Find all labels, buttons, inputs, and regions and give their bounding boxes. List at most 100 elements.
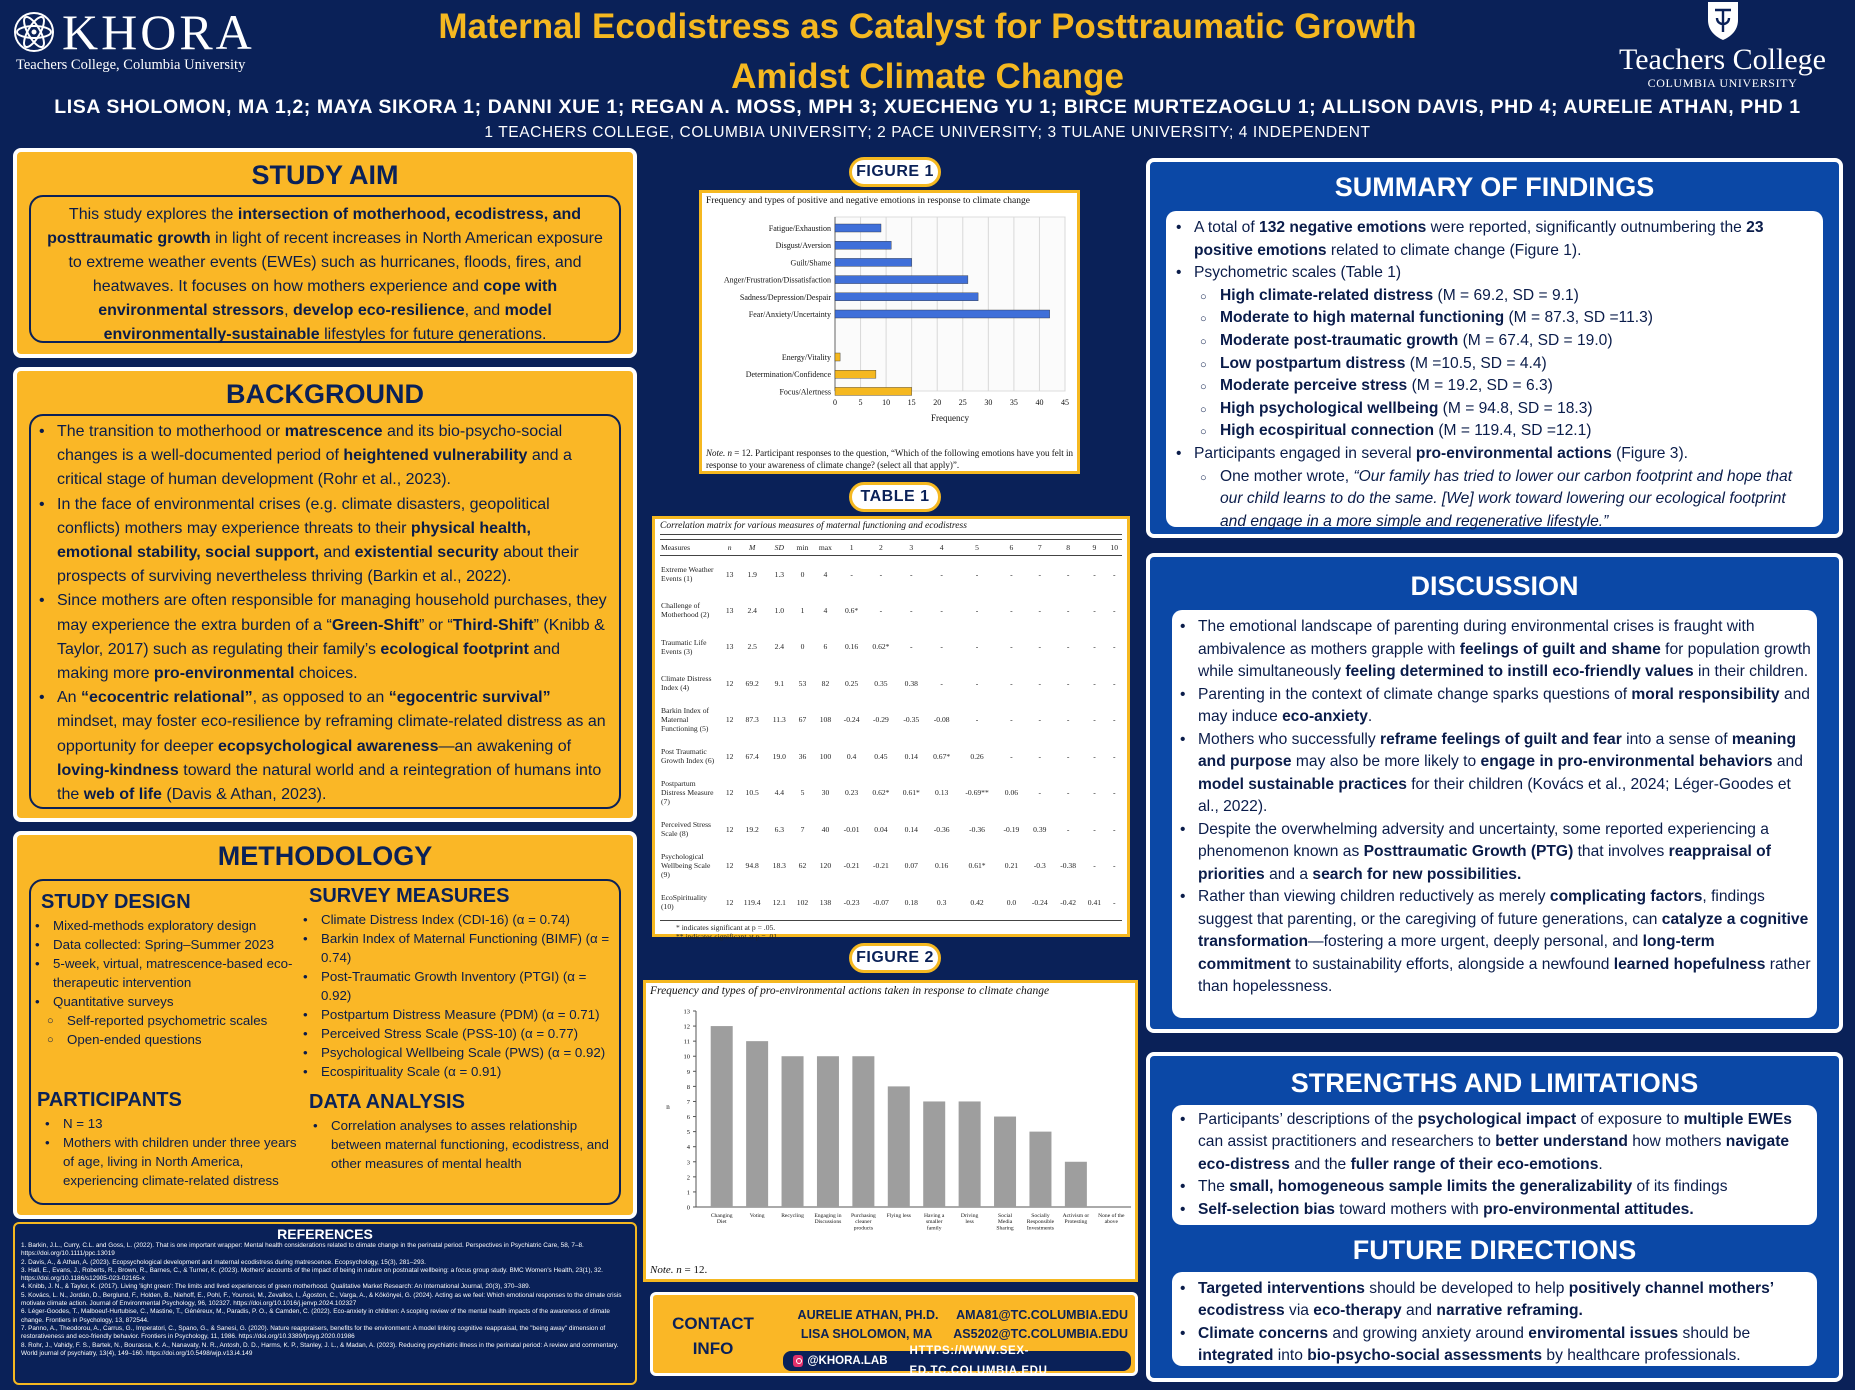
table-cell: 0.39 — [1033, 824, 1047, 834]
tick-label: 0 — [687, 1205, 690, 1212]
scale-item: Moderate perceive stress (M = 19.2, SD =… — [1194, 375, 1815, 398]
list-item: Targeted interventions should be develop… — [1172, 1278, 1811, 1323]
table-cell: - — [1066, 751, 1070, 761]
table-cell: -0.01 — [843, 824, 860, 834]
bar — [1029, 1131, 1052, 1207]
table-cell: 12 — [725, 678, 734, 688]
methodology-panel: METHODOLOGY STUDY DESIGN Mixed-methods e… — [13, 831, 637, 1219]
table-cell: - — [1038, 788, 1042, 798]
tick-label: 8 — [687, 1084, 690, 1091]
bar — [834, 352, 841, 362]
table-cell: - — [1113, 861, 1116, 871]
table-cell: 0.14 — [904, 751, 918, 761]
measure-label: Psychological Wellbeing Scale (9) — [661, 852, 711, 880]
table-cell: 0.16 — [935, 861, 949, 871]
study-aim-panel: STUDY AIM This study explores the inters… — [13, 148, 637, 358]
table-cell: -0.07 — [865, 884, 897, 921]
table-cell: -0.08 — [933, 715, 950, 725]
table-cell: 0.18 — [896, 884, 927, 921]
list-item: Participants engaged in several pro-envi… — [1168, 443, 1815, 466]
future-heading: FUTURE DIRECTIONS — [1352, 1235, 1637, 1265]
bar — [1064, 1161, 1087, 1207]
website-link[interactable]: HTTPS://WWW.SEX-ED.TC.COLUMBIA.EDU — [909, 1345, 1048, 1377]
bar — [816, 1056, 839, 1207]
bar — [852, 1056, 875, 1207]
summary-heading: SUMMARY OF FINDINGS — [1334, 172, 1655, 202]
table-cell: 62 — [798, 861, 807, 871]
background-panel: BACKGROUND The transition to motherhood … — [13, 367, 637, 822]
table-cell: 30 — [821, 788, 830, 798]
tick-label: 13 — [684, 1009, 691, 1016]
table-cell: 0.0 — [997, 884, 1026, 921]
table-header-cell: 5 — [956, 539, 998, 556]
category-label: Engaging in Discussions — [814, 1213, 841, 1225]
table-cell: - — [940, 642, 943, 652]
contact-email[interactable]: AMA81@TC.COLUMBIA.EDU — [956, 1308, 1128, 1322]
table-cell: 12 — [725, 751, 734, 761]
table-header-cell: M — [737, 539, 768, 556]
bar — [834, 369, 877, 379]
table1-box: Correlation matrix for various measures … — [652, 516, 1130, 941]
table-cell: 9.1 — [774, 678, 785, 688]
poster-title: Maternal Ecodistress as Catalyst for Pos… — [438, 7, 1417, 96]
bar — [710, 1026, 733, 1207]
table-cell: 0.21 — [1004, 861, 1019, 871]
tick-label: 5 — [687, 1129, 690, 1136]
scale-item: High ecospiritual connection (M = 119.4,… — [1194, 420, 1815, 443]
scale-item: High psychological wellbeing (M = 94.8, … — [1194, 398, 1815, 421]
list-item: Climate concerns and growing anxiety aro… — [1172, 1323, 1811, 1368]
references-panel: REFERENCES 1. Barkin, J.L., Curry, C.L. … — [13, 1222, 637, 1385]
methodology-content: STUDY DESIGN Mixed-methods exploratory d… — [29, 879, 621, 1205]
tick-label: 35 — [1010, 398, 1018, 407]
table-row: EcoSpirituality (10) 12 119.4 12.1 102 138 -0.… — [660, 884, 1122, 921]
tick-label: 4 — [687, 1144, 691, 1151]
table-cell: 138 — [813, 884, 838, 921]
table-cell: - — [1010, 605, 1013, 615]
table-cell: 108 — [819, 715, 832, 725]
table-cell: - — [1010, 678, 1013, 688]
table-cell: 19.2 — [745, 824, 759, 834]
contact-email[interactable]: AS5202@TC.COLUMBIA.EDU — [953, 1327, 1128, 1341]
list-item: A total of 132 negative emotions were re… — [1168, 217, 1815, 262]
category-label: Voting — [750, 1213, 765, 1219]
bar — [958, 1101, 981, 1207]
table-cell: -0.24 — [1025, 884, 1054, 921]
measure-label: Barkin Index of Maternal Functioning (5) — [661, 706, 710, 734]
scale-item: Moderate to high maternal functioning (M… — [1194, 307, 1815, 330]
instagram-handle[interactable]: @KHORA.LAB — [807, 1355, 888, 1367]
contact-panel: CONTACT INFO AURELIE ATHAN, PH.D. AMA81@T… — [650, 1292, 1138, 1377]
tick-label: 12 — [684, 1024, 691, 1031]
table-cell: - — [1038, 715, 1042, 725]
table-cell: -0.3 — [1033, 861, 1046, 871]
table-cell: 0.25 — [844, 678, 859, 688]
table-row: Post Traumatic Growth Index (6) 12 67.4 19.… — [660, 738, 1122, 775]
figure2-box: Frequency and types of pro-environmental… — [643, 980, 1138, 1282]
category-label: Having a smaller family — [924, 1213, 945, 1231]
reference-item: 8. Rohr, J., Vahidy, F. S., Bartek, N., … — [21, 1341, 619, 1357]
table-cell: - — [910, 605, 913, 615]
future-box: Targeted interventions should be develop… — [1172, 1272, 1817, 1366]
measure-label: Extreme Weather Events (1) — [661, 565, 714, 583]
table-cell: - — [1010, 715, 1013, 725]
table1-caption: Correlation matrix for various measures … — [660, 521, 1122, 535]
table-cell: 0.6* — [844, 605, 859, 615]
contact-name: LISA SHOLOMON, MA — [800, 1327, 933, 1341]
table-cell: -0.36 — [969, 824, 985, 834]
measure-label: Challenge of Motherhood (2) — [661, 601, 710, 620]
background-heading: BACKGROUND — [226, 379, 424, 409]
measure-label: Traumatic Life Events (3) — [661, 637, 707, 656]
table-cell: 1.9 — [747, 569, 757, 579]
study-aim-heading: STUDY AIM — [251, 160, 399, 190]
table-header-cell: 7 — [1025, 539, 1054, 556]
table-cell: 0.62* — [872, 642, 890, 652]
category-label: None of the above — [1098, 1212, 1125, 1225]
tick-label: 7 — [687, 1099, 691, 1106]
figure2-caption: Frequency and types of pro-environmental… — [650, 985, 1050, 997]
table-cell: 0.16 — [844, 642, 859, 652]
table-cell: 12 — [722, 884, 738, 921]
table-cell: -0.29 — [873, 715, 889, 725]
reference-list: 1. Barkin, J.L., Curry, C.L. and Goss, L… — [21, 1242, 629, 1358]
table-cell: 0.13 — [935, 788, 949, 798]
quote-item: One mother wrote, “Our family has tried … — [1194, 466, 1815, 534]
